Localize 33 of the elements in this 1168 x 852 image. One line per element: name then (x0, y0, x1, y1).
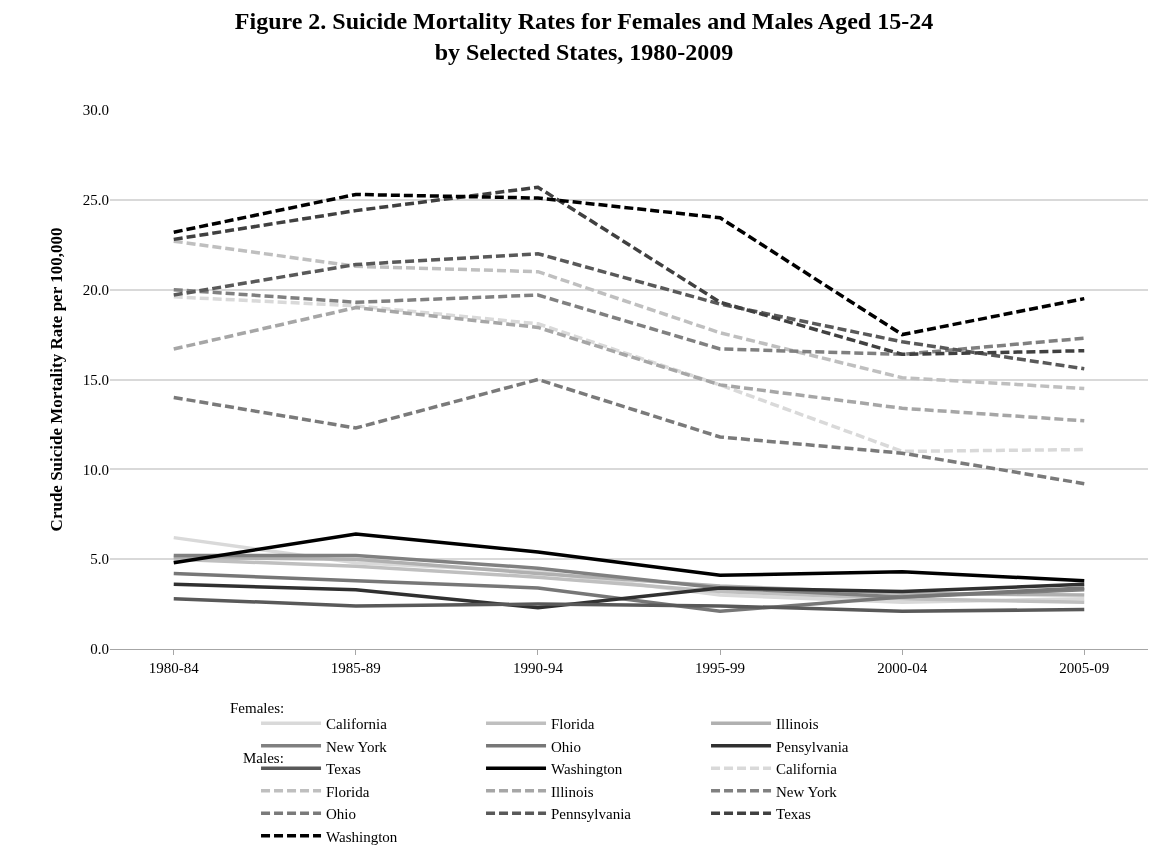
legend-label: Texas (326, 761, 361, 778)
y-tick-label: 0.0 (90, 641, 109, 658)
legend-label: Pensylvania (776, 738, 849, 755)
x-tick-label: 1980-84 (148, 660, 200, 676)
text: Males: (243, 750, 284, 766)
legend-label: Illinois (551, 783, 594, 800)
y-tick-label: 25.0 (82, 192, 109, 209)
legend-label: Washington (551, 761, 623, 778)
y-tick-label: 30.0 (82, 102, 109, 119)
legend-label: New York (326, 738, 388, 755)
y-tick-label: 10.0 (82, 461, 109, 478)
y-tick-label: 20.0 (82, 281, 109, 298)
x-tick-label: 1995-99 (695, 660, 746, 676)
legend-label: Washington (326, 828, 398, 845)
text: Females: (230, 700, 285, 716)
legend-label: Ohio (551, 738, 582, 755)
y-tick-label: 5.0 (90, 551, 109, 568)
legend-label: Illinois (776, 716, 819, 733)
y-tick-label: 15.0 (82, 371, 109, 388)
legend-label: Texas (776, 806, 811, 823)
legend-label: Florida (551, 716, 595, 733)
x-tick-label: 1985-89 (330, 660, 381, 676)
legend-label: Florida (326, 783, 370, 800)
legend-label: California (326, 716, 388, 733)
chart-title: Figure 2. Suicide Mortality Rates for Females and Males Aged 15-24 by Selected States, 1980-2009 (234, 7, 934, 65)
x-tick-label: 2000-04 (877, 660, 928, 676)
legend-label: Pennsylvania (551, 806, 632, 823)
y-axis-title: Crude Suicide Mortality Rate per 100,000 (47, 227, 67, 532)
legend-label: New York (776, 783, 838, 800)
x-tick-label: 1990-94 (512, 660, 564, 676)
x-tick-label: 2005-09 (1059, 660, 1110, 676)
legend-label: California (776, 761, 838, 778)
legend-label: Ohio (326, 806, 357, 823)
